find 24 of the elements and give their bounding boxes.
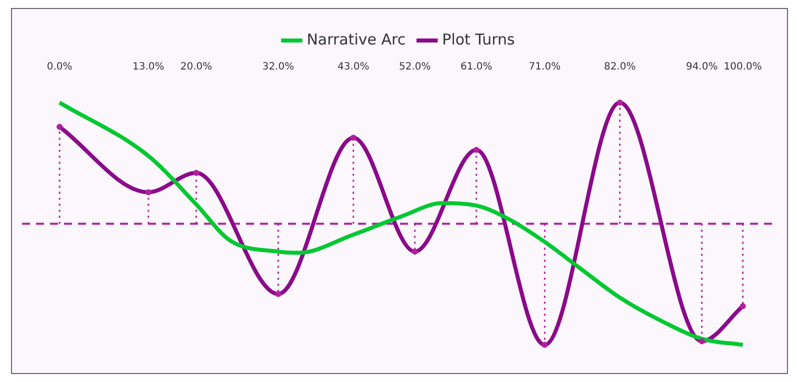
x-tick-label: 82.0% (604, 62, 636, 73)
x-tick-label: 94.0% (686, 62, 718, 73)
point (473, 146, 480, 153)
x-tick-label: 13.0% (132, 62, 164, 73)
x-tick-label: 0.0% (46, 62, 72, 73)
point (542, 342, 548, 348)
x-tick-label: 71.0% (528, 62, 561, 73)
point (350, 134, 356, 141)
x-tick-label: 20.0% (180, 62, 212, 73)
point (56, 124, 63, 130)
point (698, 338, 705, 344)
x-tick-label: 32.0% (262, 62, 294, 73)
x-tick-label: 52.0% (398, 62, 431, 73)
x-tick-label: 43.0% (337, 62, 370, 73)
point (193, 170, 200, 176)
x-tick-label: 61.0% (460, 62, 492, 73)
point (275, 290, 282, 297)
point (145, 189, 152, 196)
legend-label: Plot Turns (442, 30, 515, 48)
point (740, 303, 746, 310)
legend-label: Narrative Arc (306, 30, 406, 48)
point (412, 248, 418, 255)
point (616, 100, 623, 106)
x-tick-label: 100.0% (724, 62, 762, 73)
